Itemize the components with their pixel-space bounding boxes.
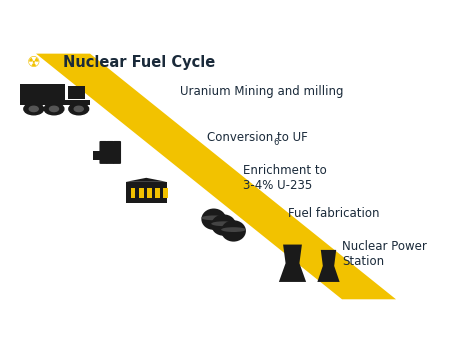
FancyBboxPatch shape: [126, 182, 166, 203]
FancyBboxPatch shape: [163, 188, 168, 198]
Text: GENERAL ATOMICS: GENERAL ATOMICS: [34, 322, 108, 328]
Text: ✛: ✛: [14, 320, 22, 330]
Text: ☢: ☢: [27, 55, 40, 71]
Circle shape: [24, 103, 44, 115]
Text: UMWELTLEISTUNGEN: UMWELTLEISTUNGEN: [354, 322, 436, 328]
FancyBboxPatch shape: [113, 141, 121, 164]
FancyBboxPatch shape: [147, 188, 152, 198]
FancyBboxPatch shape: [139, 188, 144, 198]
FancyBboxPatch shape: [93, 151, 101, 161]
FancyBboxPatch shape: [99, 141, 108, 164]
Polygon shape: [317, 250, 340, 282]
Text: Nuclear Fuel Cycle: Nuclear Fuel Cycle: [63, 55, 215, 71]
Circle shape: [69, 103, 89, 115]
Text: ⊕: ⊕: [369, 320, 377, 330]
Ellipse shape: [221, 227, 246, 232]
FancyBboxPatch shape: [106, 141, 114, 164]
Ellipse shape: [221, 220, 246, 242]
Text: Uranium Fuel Cycle: Uranium Fuel Cycle: [14, 18, 194, 35]
Text: Conversion to UF: Conversion to UF: [207, 131, 308, 144]
FancyBboxPatch shape: [155, 188, 160, 198]
Ellipse shape: [202, 215, 226, 220]
Polygon shape: [279, 245, 306, 282]
Ellipse shape: [202, 209, 226, 230]
Text: Uranium Mining and milling: Uranium Mining and milling: [180, 84, 343, 98]
FancyBboxPatch shape: [20, 100, 90, 105]
Polygon shape: [126, 178, 166, 182]
Text: 6: 6: [274, 138, 279, 147]
Circle shape: [29, 106, 38, 112]
Ellipse shape: [212, 221, 236, 226]
Text: Enrichment to
3-4% U-235: Enrichment to 3-4% U-235: [243, 164, 327, 192]
FancyBboxPatch shape: [68, 86, 85, 99]
FancyBboxPatch shape: [130, 188, 135, 198]
Text: Nuclear Power
Station: Nuclear Power Station: [342, 240, 427, 268]
Circle shape: [50, 106, 58, 112]
Text: 1: 1: [222, 320, 228, 330]
Ellipse shape: [212, 214, 236, 236]
Polygon shape: [36, 54, 396, 299]
FancyBboxPatch shape: [20, 84, 65, 102]
Text: Fuel fabrication: Fuel fabrication: [288, 207, 379, 220]
Circle shape: [74, 106, 83, 112]
Circle shape: [44, 103, 64, 115]
